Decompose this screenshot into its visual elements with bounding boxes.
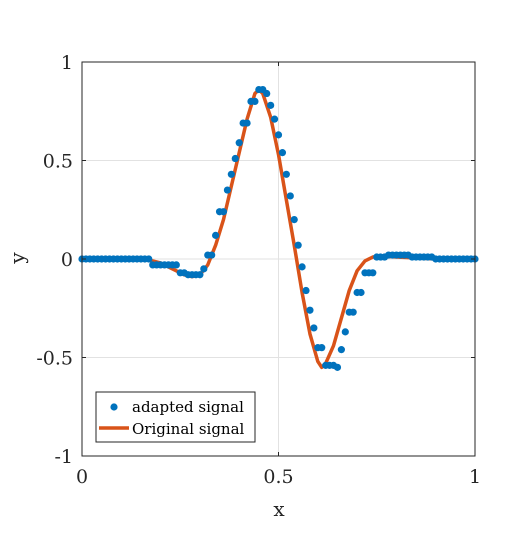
legend: adapted signal Original signal (95, 391, 256, 443)
original-signal-layer (80, 87, 477, 370)
adapted-signal-point (302, 286, 310, 295)
adapted-signal-point (357, 288, 365, 297)
adapted-signal-point (369, 269, 377, 277)
adapted-signal-point (306, 306, 314, 314)
y-tick-label: 0 (61, 249, 73, 271)
legend-label-original-signal: Original signal (132, 420, 245, 438)
adapted-signal-point (231, 154, 239, 163)
adapted-signal-point (196, 271, 204, 279)
adapted-signal-point (212, 231, 220, 239)
tick-labels: 0 0.5 1 -1 -0.5 0 0.5 1 (36, 52, 481, 488)
adapted-signal-point (298, 263, 306, 271)
y-tick-label: 0.5 (43, 151, 73, 173)
adapted-signal-point (200, 265, 208, 273)
adapted-signal-point (294, 241, 302, 249)
x-axis-label: x (273, 497, 285, 521)
axis-ticks (81, 61, 476, 457)
adapted-signal-point (219, 208, 228, 216)
adapted-signal-point (274, 131, 283, 139)
adapted-signal-point (318, 344, 326, 352)
x-tick-label: 1 (469, 466, 481, 488)
adapted-signal-point (278, 149, 287, 157)
adapted-signal-point (227, 170, 235, 178)
legend-marker-adapted-signal (110, 403, 118, 411)
legend-box (95, 391, 256, 443)
x-tick-label: 0 (76, 466, 88, 488)
adapted-signal-point (341, 328, 349, 336)
adapted-signal-point (251, 97, 259, 105)
adapted-signal-point (208, 251, 216, 259)
adapted-signal-point (145, 255, 153, 263)
adapted-signal-point (310, 324, 318, 332)
adapted-signal-point (263, 89, 271, 98)
original-signal-line (80, 87, 477, 370)
adapted-signal-point (270, 115, 279, 123)
adapted-signal-point (349, 308, 357, 316)
adapted-signal-layer (78, 85, 479, 371)
y-axis-label: y (5, 252, 29, 265)
adapted-signal-point (290, 216, 298, 224)
legend-label-adapted-signal: adapted signal (132, 398, 244, 416)
y-tick-label: -1 (54, 446, 73, 468)
adapted-signal-point (172, 261, 180, 269)
adapted-signal-point (286, 192, 294, 200)
adapted-signal-point (243, 119, 251, 127)
adapted-signal-point (267, 101, 275, 109)
adapted-signal-point (282, 170, 290, 178)
y-tick-label: 1 (61, 52, 73, 74)
adapted-signal-point (337, 346, 345, 354)
adapted-signal-point (235, 139, 243, 147)
adapted-signal-point (223, 186, 232, 194)
y-tick-label: -0.5 (36, 348, 73, 370)
adapted-signal-point (333, 363, 342, 371)
x-tick-label: 0.5 (263, 466, 293, 488)
